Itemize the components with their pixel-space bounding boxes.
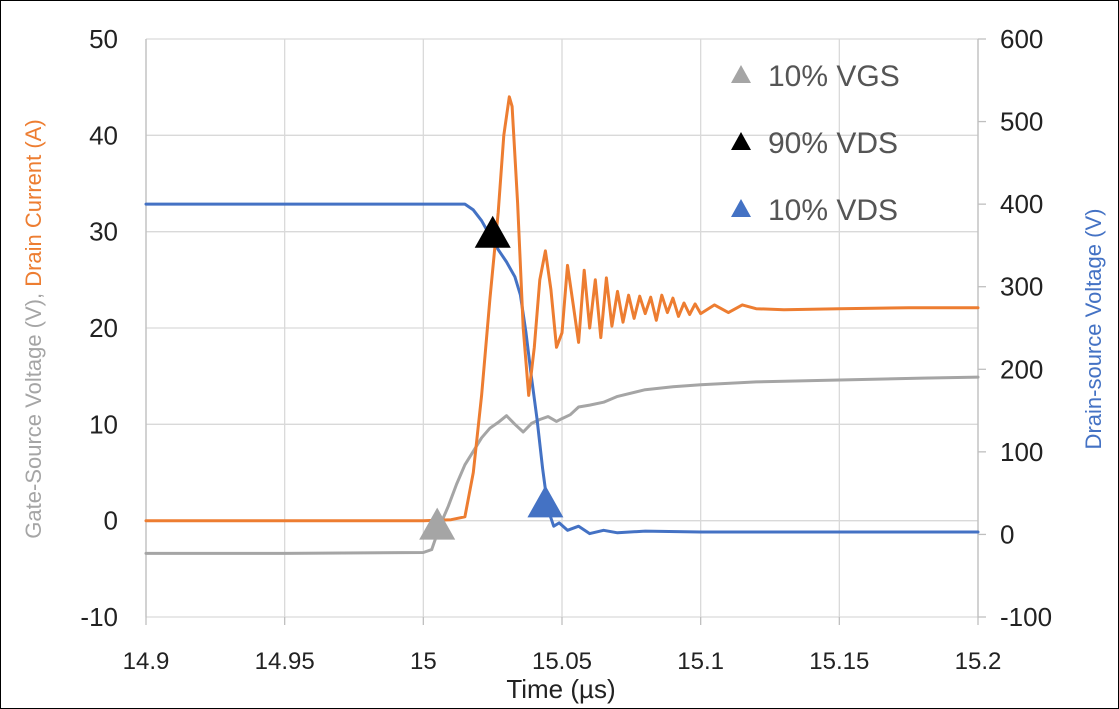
legend-marker-icon — [731, 132, 751, 150]
y-right-tick-label: 300 — [1000, 272, 1043, 302]
y-axis-right-title: Drain-source Voltage (V) — [1081, 209, 1106, 450]
series-layer — [144, 95, 980, 555]
y-right-tick-label: -100 — [1000, 602, 1052, 632]
x-tick-label: 14.95 — [255, 648, 315, 675]
legend-marker-icon — [731, 199, 751, 217]
y-left-tick-label: 40 — [89, 120, 118, 150]
y-left-tick-label: 10 — [89, 409, 118, 439]
y-right-tick-label: 100 — [1000, 437, 1043, 467]
y-left-tick-label: 30 — [89, 217, 118, 247]
x-tick-label: 15.1 — [677, 648, 724, 675]
y-axis-left-title-part: Drain Current (A) — [21, 119, 46, 286]
y-axis-left-title: Gate-Source Voltage (V), Drain Current (… — [21, 119, 46, 538]
series-line-gate-source-voltage — [144, 375, 980, 555]
x-tick-label: 15.15 — [809, 648, 869, 675]
series-line-drain-current — [144, 95, 980, 523]
y-left-tick-label: 20 — [89, 313, 118, 343]
y-right-tick-label: 400 — [1000, 189, 1043, 219]
y-left-tick-label: 50 — [89, 24, 118, 54]
legend-marker-icon — [731, 65, 751, 83]
marker-triangle-90-vds — [474, 215, 511, 248]
y-axis-left-title-part: Gate-Source Voltage (V), — [21, 287, 46, 539]
x-tick-label: 15.2 — [955, 648, 1002, 675]
marker-triangle-10-vds — [527, 485, 564, 518]
y-right-tick-label: 500 — [1000, 107, 1043, 137]
y-right-tick-label: 600 — [1000, 24, 1043, 54]
y-left-tick-label: 0 — [104, 506, 118, 536]
x-tick-label: 15 — [410, 648, 437, 675]
legend-label: 10% VDS — [768, 194, 898, 227]
marker-layer — [419, 215, 564, 540]
legend-label: 10% VGS — [768, 60, 900, 93]
y-right-tick-label: 200 — [1000, 354, 1043, 384]
marker-triangle-10-vgs — [419, 507, 456, 540]
x-tick-label: 14.9 — [123, 648, 170, 675]
y-right-tick-label: 0 — [1000, 519, 1014, 549]
x-axis-title: Time (µs) — [506, 674, 615, 704]
y-left-tick-label: -10 — [80, 602, 118, 632]
legend: 10% VGS 90% VDS 10% VDS — [731, 60, 900, 227]
x-tick-label: 15.05 — [532, 648, 592, 675]
series-line-drain-source-voltage — [144, 202, 980, 536]
legend-label: 90% VDS — [768, 127, 898, 160]
